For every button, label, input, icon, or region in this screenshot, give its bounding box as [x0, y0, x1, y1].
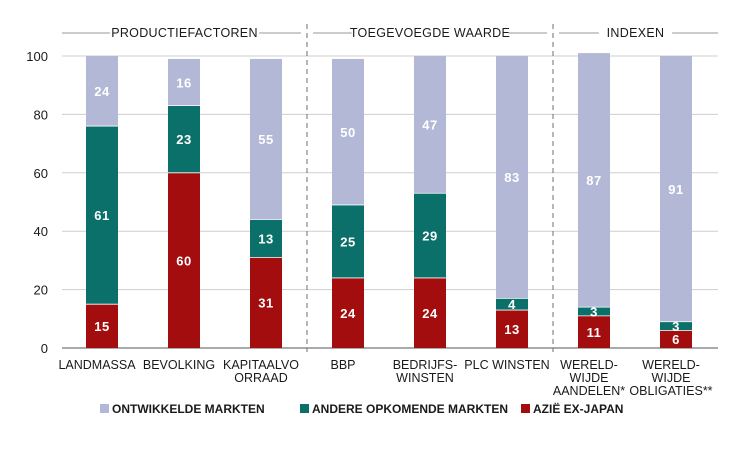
bar-segment-3-1: [250, 257, 282, 348]
data-label-3-3: 55: [258, 132, 273, 147]
legend-swatch-1: [100, 404, 109, 413]
data-label-2-1: 60: [176, 253, 191, 268]
bar-segment-2-3: [168, 58, 200, 106]
y-tick-label-100: 100: [26, 49, 48, 64]
legend-label-2: ANDERE OPKOMENDE MARKTEN: [312, 402, 508, 416]
legend-swatch-2: [300, 404, 309, 413]
data-label-6-2: 4: [508, 297, 516, 312]
y-tick-label-0: 0: [41, 341, 48, 356]
bar-segment-4-3: [332, 58, 364, 205]
legend-label-3: AZIË EX-JAPAN: [533, 401, 623, 416]
category-label-2-1: BEVOLKING: [143, 358, 215, 372]
bar-segment-8-3: [660, 56, 692, 322]
category-label-1-1: LANDMASSA: [58, 358, 136, 372]
bar-segment-5-3: [414, 56, 446, 194]
legend-swatch-3: [521, 404, 530, 413]
y-tick-label-40: 40: [34, 224, 48, 239]
bar-segment-2-1: [168, 172, 200, 348]
data-label-4-2: 25: [340, 234, 355, 249]
category-label-3-1: KAPITAALVO: [223, 358, 299, 372]
group-label-1: PRODUCTIEFACTOREN: [111, 26, 258, 40]
bar-segment-6-3: [496, 56, 528, 299]
data-label-4-1: 24: [340, 306, 356, 321]
data-label-2-2: 23: [176, 132, 191, 147]
y-tick-label-80: 80: [34, 107, 48, 122]
category-label-8-1: WERELD-: [642, 358, 700, 372]
group-label-2: TOEGEVOEGDE WAARDE: [350, 26, 510, 40]
category-label-8-2: WIJDE: [652, 371, 691, 385]
bar-segment-1-3: [86, 56, 118, 127]
bar-segment-6-2: [496, 298, 528, 311]
data-label-4-3: 50: [340, 125, 355, 140]
bar-segment-5-2: [414, 193, 446, 278]
bar-segment-3-3: [250, 58, 282, 220]
data-label-6-3: 83: [504, 170, 519, 185]
category-label-5-1: BEDRIJFS-: [393, 358, 458, 372]
data-label-8-2: 3: [672, 319, 680, 334]
data-label-5-1: 24: [422, 306, 438, 321]
bar-segment-7-2: [578, 307, 610, 316]
category-label-7-1: WERELD-: [560, 358, 618, 372]
bar-segment-6-1: [496, 310, 528, 348]
category-label-5-2: WINSTEN: [396, 371, 454, 385]
data-label-7-1: 11: [587, 325, 602, 340]
y-tick-label-20: 20: [34, 283, 48, 298]
data-label-5-3: 47: [422, 118, 437, 133]
category-label-6-1: PLC WINSTEN: [464, 358, 549, 372]
data-label-1-3: 24: [94, 84, 110, 99]
bar-segment-8-2: [660, 321, 692, 331]
bar-segment-1-1: [86, 304, 118, 348]
bar-segment-5-1: [414, 277, 446, 348]
data-label-1-1: 15: [94, 319, 109, 334]
y-tick-label-60: 60: [34, 166, 48, 181]
data-label-8-1: 6: [672, 332, 680, 347]
category-label-4-1: BBP: [330, 358, 355, 372]
bar-segment-4-2: [332, 204, 364, 278]
data-label-7-2: 3: [590, 305, 598, 320]
bar-segment-4-1: [332, 277, 364, 348]
category-label-7-2: WIJDE: [570, 371, 609, 385]
bar-segment-7-3: [578, 53, 610, 308]
bar-segment-7-1: [578, 315, 610, 348]
data-label-1-2: 61: [94, 208, 109, 223]
group-label-3: INDEXEN: [607, 26, 665, 40]
data-label-3-2: 13: [258, 232, 273, 247]
data-label-6-1: 13: [504, 322, 519, 337]
data-label-5-2: 29: [422, 229, 437, 244]
bar-segment-8-1: [660, 330, 692, 348]
legend-label-1: ONTWIKKELDE MARKTEN: [112, 402, 265, 416]
bar-segment-1-2: [86, 126, 118, 305]
category-label-8-3: OBLIGATIES**: [629, 384, 712, 398]
data-label-3-1: 31: [258, 296, 273, 311]
data-label-7-3: 87: [586, 173, 601, 188]
bar-segment-3-2: [250, 219, 282, 258]
category-label-3-2: ORRAAD: [234, 371, 287, 385]
data-label-8-3: 91: [668, 182, 683, 197]
data-label-2-3: 16: [176, 75, 191, 90]
bar-segment-2-2: [168, 105, 200, 173]
category-label-7-3: AANDELEN*: [553, 384, 625, 398]
